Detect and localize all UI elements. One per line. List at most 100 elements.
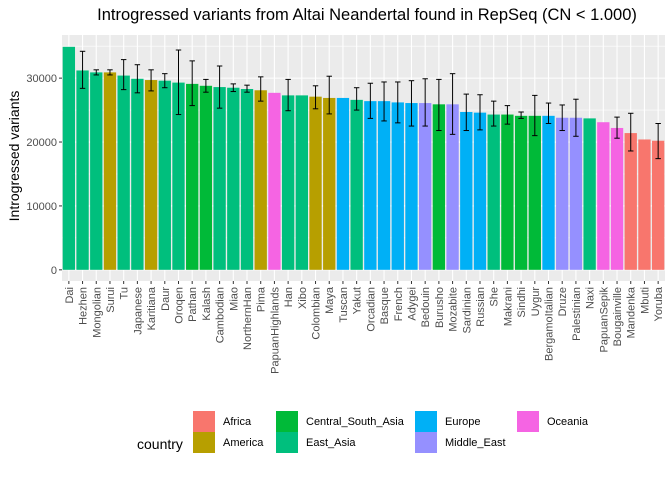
x-tick-label: Kalash	[201, 287, 213, 321]
error-bar-pima	[258, 76, 264, 102]
legend-swatch	[193, 432, 215, 453]
error-bar-burusho	[436, 78, 442, 132]
error-bar-karitiana	[148, 69, 154, 92]
x-tick-label: Daur	[160, 287, 172, 311]
legend-swatch	[276, 432, 298, 453]
error-bar-hezhen	[79, 50, 86, 89]
legend-label: Oceania	[547, 416, 589, 428]
x-tick-label: Karitiana	[146, 286, 158, 330]
bar-maya	[323, 97, 336, 270]
bar-pima	[254, 90, 267, 270]
bar-uygur	[528, 115, 541, 270]
bar-adygei	[405, 103, 418, 270]
error-bar-northernhan	[244, 84, 250, 93]
legend-label: East_Asia	[306, 437, 356, 449]
bar-mbuti	[638, 139, 651, 270]
x-tick-label: Russian	[475, 287, 487, 327]
error-bar-colombian	[312, 85, 319, 110]
bar-mozabite	[446, 104, 459, 270]
x-tick-label: Pathan	[187, 287, 199, 322]
error-bar-maya	[326, 75, 332, 115]
x-tick-label: Dai	[64, 287, 76, 304]
y-tick-label: 20000	[26, 137, 57, 149]
bar-druze	[556, 117, 569, 270]
legend-item-europe: Europe	[415, 411, 480, 432]
x-tick-label: Xibo	[297, 287, 309, 309]
error-bar-pathan	[189, 60, 195, 107]
bar-cambodian	[213, 87, 226, 270]
legend-swatch	[415, 411, 437, 432]
legend-label: Africa	[223, 416, 252, 428]
error-bar-daur	[162, 73, 168, 89]
error-bar-sindhi	[518, 111, 524, 119]
bar-bedouin	[419, 103, 432, 270]
bar-she	[487, 114, 500, 270]
error-bar-yoruba	[655, 122, 661, 160]
bars	[62, 46, 665, 270]
error-bar-adygei	[408, 80, 415, 127]
x-tick-label: Sardinian	[461, 287, 473, 333]
legend-item-east_asia: East_Asia	[276, 432, 356, 453]
error-bar-kalash	[203, 78, 209, 93]
x-tick-label: Makrani	[502, 287, 514, 326]
error-bar-japanese	[134, 64, 141, 94]
error-bar-bedouin	[422, 78, 428, 127]
x-tick-label: Colombian	[311, 287, 323, 340]
x-tick-label: Miao	[228, 287, 240, 311]
legend-label: Europe	[445, 416, 480, 428]
error-bar-bougainville	[614, 116, 620, 139]
bar-colombian	[309, 96, 322, 270]
error-bar-sardinian	[463, 93, 469, 132]
error-bar-cambodian	[216, 65, 223, 109]
x-tick-label: Oroqen	[173, 287, 185, 324]
y-tick-label: 0	[51, 265, 57, 277]
bar-naxi	[583, 118, 596, 270]
legend-item-middle_east: Middle_East	[415, 432, 506, 453]
error-bar-makrani	[504, 105, 511, 125]
x-tick-label: Naxi	[585, 287, 597, 309]
legend: country Africa America Central_South_Asia E…	[137, 411, 589, 453]
legend-title: country	[137, 436, 183, 452]
legend-label: Central_South_Asia	[306, 416, 405, 428]
error-bar-oroqen	[175, 49, 182, 116]
legend-item-america: America	[193, 432, 264, 453]
x-tick-label: PapuanHighlands	[269, 287, 281, 374]
error-bar-palestinian	[573, 98, 579, 137]
x-axis: Dai Hezhen Mongolian Surui Tu Japanese Karitia…	[64, 281, 665, 374]
x-tick-label: Bedouin	[420, 287, 432, 327]
legend-swatch	[517, 411, 539, 432]
bar-russian	[473, 112, 487, 270]
x-tick-label: Adygei	[406, 287, 418, 321]
bar-sindhi	[514, 115, 528, 270]
bar-daur	[158, 80, 171, 270]
bar-pathan	[186, 83, 199, 270]
x-tick-label: Burusho	[434, 287, 446, 328]
error-bar-uygur	[532, 94, 538, 137]
error-bar-mozabite	[449, 73, 456, 135]
bar-sardinian	[460, 111, 473, 270]
error-bar-orcadian	[367, 82, 374, 119]
x-tick-label: Sindhi	[516, 287, 528, 318]
bar-xibo	[295, 95, 308, 270]
bar-papuanhighlands	[268, 92, 281, 270]
x-tick-label: Yakut	[352, 287, 364, 314]
x-tick-label: Orcadian	[365, 287, 377, 332]
error-bar-mongolian	[93, 69, 99, 76]
x-tick-label: Uygur	[530, 287, 542, 317]
error-bars	[79, 49, 661, 160]
bar-mongolian	[90, 72, 103, 270]
x-tick-label: French	[393, 287, 405, 321]
error-bar-tu	[120, 59, 127, 91]
bar-hezhen	[76, 70, 89, 270]
x-tick-label: Surui	[105, 287, 117, 313]
legend-item-central_south_asia: Central_South_Asia	[276, 411, 405, 432]
error-bar-surui	[107, 69, 113, 76]
x-tick-label: NorthernHan	[242, 287, 254, 350]
bar-orcadian	[364, 101, 377, 270]
bar-palestinian	[569, 117, 583, 270]
x-tick-label: Mongolian	[91, 287, 103, 338]
error-bar-basque	[381, 81, 387, 122]
legend-swatch	[276, 411, 298, 432]
error-bar-han	[285, 78, 291, 112]
